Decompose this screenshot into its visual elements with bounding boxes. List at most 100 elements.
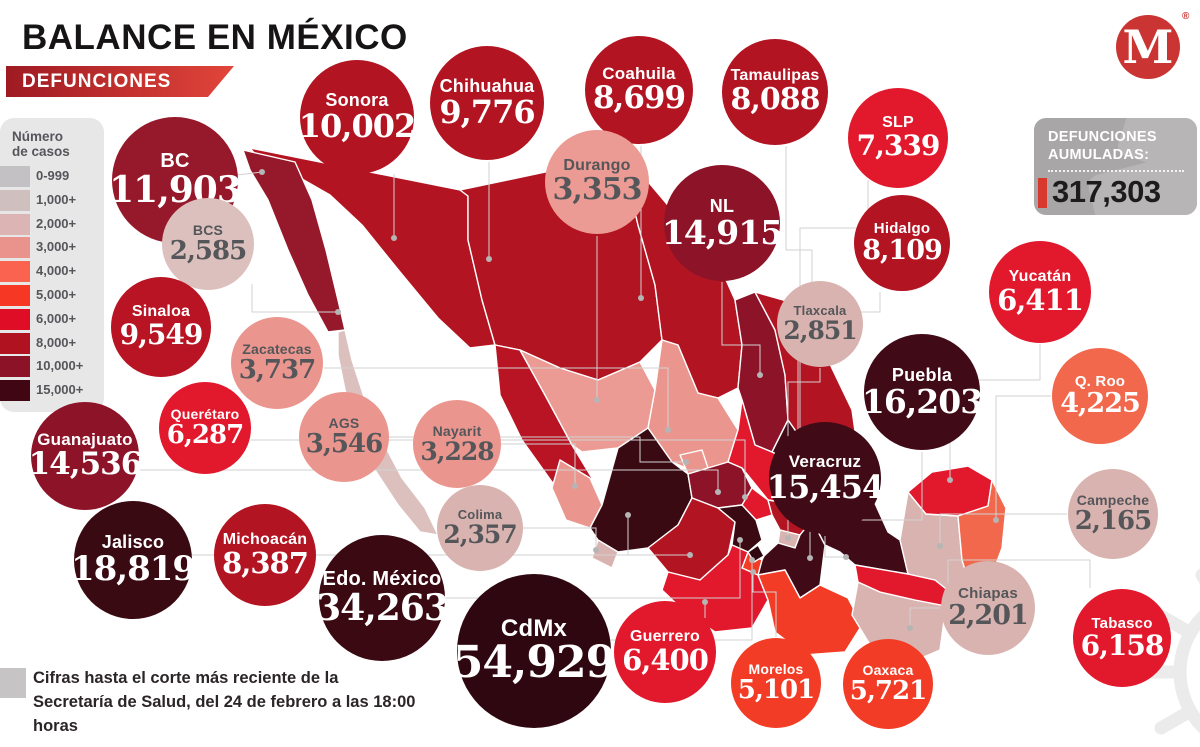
bubble-state-name: Chiapas	[958, 585, 1018, 603]
defunciones-banner: DEFUNCIONES	[6, 66, 234, 97]
legend-label: 3,000+	[36, 239, 77, 255]
bubble-death-count: 10,002	[298, 107, 416, 146]
bubble-death-count: 5,101	[737, 675, 815, 706]
leader-dot	[572, 483, 578, 489]
bubble-state-name: Chihuahua	[439, 76, 535, 97]
bubble-death-count: 8,387	[222, 545, 309, 580]
bubble-bcs: BCS 2,585	[162, 198, 254, 290]
legend-title: Número de casos	[12, 129, 70, 159]
bubble-death-count: 2,585	[169, 236, 247, 267]
bubble-death-count: 6,400	[622, 642, 709, 677]
bubble-death-count: 3,737	[238, 355, 316, 386]
bubble-state-name: Veracruz	[788, 451, 862, 471]
leader-dot	[843, 554, 849, 560]
bubble-jalisco: Jalisco 18,819	[70, 501, 196, 619]
bubble-state-name: Oaxaca	[862, 662, 914, 679]
leader-dot	[715, 489, 721, 495]
leader-line	[501, 443, 576, 486]
leader-line	[909, 607, 940, 628]
bubble-death-count: 34,263	[316, 587, 449, 630]
title-regular: BALANCE EN	[22, 18, 257, 57]
bubble-death-count: 6,287	[166, 420, 244, 451]
bubble-death-count: 2,851	[783, 316, 857, 346]
legend-swatch	[0, 308, 30, 330]
bubble-state-name: Nayarit	[432, 422, 482, 439]
bubble-campeche: Campeche 2,165	[1068, 469, 1158, 559]
bubble-state-name: Michoacán	[222, 530, 308, 548]
bubble-slp: SLP 7,339	[848, 88, 948, 188]
bubble-puebla: Puebla 16,203	[862, 334, 983, 450]
bubble-sinaloa: Sinaloa 9,549	[111, 277, 211, 377]
leader-line	[939, 513, 1067, 546]
bubble-tamaulipas: Tamaulipas 8,088	[722, 39, 828, 145]
bubble-state-name: AGS	[328, 415, 360, 432]
bubble-veracruz: Veracruz 15,454	[766, 422, 884, 534]
legend-row-0-999: 0-999	[0, 165, 104, 189]
title-bold: MÉXICO	[266, 18, 408, 57]
legend-row-10-000: 10,000+	[0, 355, 104, 379]
leader-dot	[702, 599, 708, 605]
bubble-guerrero: Guerrero 6,400	[614, 601, 716, 703]
bubble-state-name: CdMx	[500, 614, 568, 642]
bubble-death-count: 18,819	[70, 549, 196, 590]
legend-swatch	[0, 380, 30, 402]
bubble-death-count: 9,776	[439, 93, 535, 132]
accent-bar	[1038, 178, 1047, 208]
legend-swatch	[0, 166, 30, 187]
legend-label: 15,000+	[36, 382, 84, 398]
leader-line	[236, 171, 263, 176]
leader-line	[824, 536, 846, 558]
bubble-state-name: Sonora	[325, 90, 389, 111]
leader-dot	[638, 295, 644, 301]
leader-dot	[947, 477, 953, 483]
leader-dot	[750, 569, 756, 575]
bubble-durango: Durango 3,353	[545, 130, 649, 234]
leader-dot	[742, 494, 748, 500]
leader-line	[721, 282, 761, 375]
accumulated-label: DEFUNCIONES AUMULADAS:	[1048, 129, 1157, 163]
legend-label: 0-999	[36, 168, 70, 183]
bubble-death-count: 7,339	[856, 129, 941, 163]
legend-label: 8,000+	[36, 334, 77, 350]
bubble-state-name: Tabasco	[1091, 614, 1153, 632]
bubble-death-count: 5,721	[849, 676, 927, 707]
bubble-state-name: Sinaloa	[131, 303, 191, 321]
bubble-state-name: Guerrero	[629, 627, 701, 645]
legend-swatch	[0, 332, 30, 354]
leader-dot	[687, 552, 693, 558]
bubble-state-name: BC	[160, 150, 190, 173]
bubble-cdmx: CdMx 54,929	[453, 574, 616, 728]
legend-row-6-000: 6,000+	[0, 308, 104, 332]
bubble-death-count: 3,353	[552, 172, 643, 208]
leader-dot	[937, 543, 943, 549]
bubble-death-count: 54,929	[452, 637, 616, 689]
legend-row-3-000: 3,000+	[0, 236, 104, 260]
bubble-death-count: 2,201	[948, 600, 1029, 632]
legend-label: 6,000+	[36, 310, 77, 326]
legend-row-15-000: 15,000+	[0, 379, 104, 403]
legend-row-2-000: 2,000+	[0, 213, 104, 237]
bubble-state-name: Jalisco	[101, 532, 165, 553]
accumulated-deaths-box: DEFUNCIONES AUMULADAS: 317,303	[1034, 118, 1197, 215]
map-state-bc	[242, 149, 346, 333]
legend-row-8-000: 8,000+	[0, 332, 104, 356]
bubble-state-name: Durango	[563, 157, 631, 175]
bubble-zacatecas: Zacatecas 3,737	[231, 317, 323, 409]
bubble-death-count: 8,699	[592, 80, 686, 117]
footnote-swatch	[0, 668, 26, 698]
bubble-death-count: 4,225	[1060, 388, 1141, 420]
bubble-death-count: 8,088	[730, 82, 821, 118]
leader-dot	[737, 537, 743, 543]
bubble-death-count: 15,454	[766, 467, 884, 506]
legend-row-4-000: 4,000+	[0, 260, 104, 284]
bubble-ags: AGS 3,546	[299, 392, 389, 482]
bubble-guanajuato: Guanajuato 14,536	[29, 402, 142, 510]
bubble-state-name: SLP	[882, 114, 914, 132]
bubble-death-count: 2,165	[1074, 506, 1152, 537]
bubble-chiapas: Chiapas 2,201	[941, 561, 1035, 655]
bubble-state-name: Yucatán	[1008, 267, 1072, 285]
bubble-death-count: 3,546	[305, 429, 383, 460]
legend-label: 4,000+	[36, 263, 77, 279]
bubble-state-name: Campeche	[1076, 492, 1150, 509]
leader-dot	[259, 169, 265, 175]
